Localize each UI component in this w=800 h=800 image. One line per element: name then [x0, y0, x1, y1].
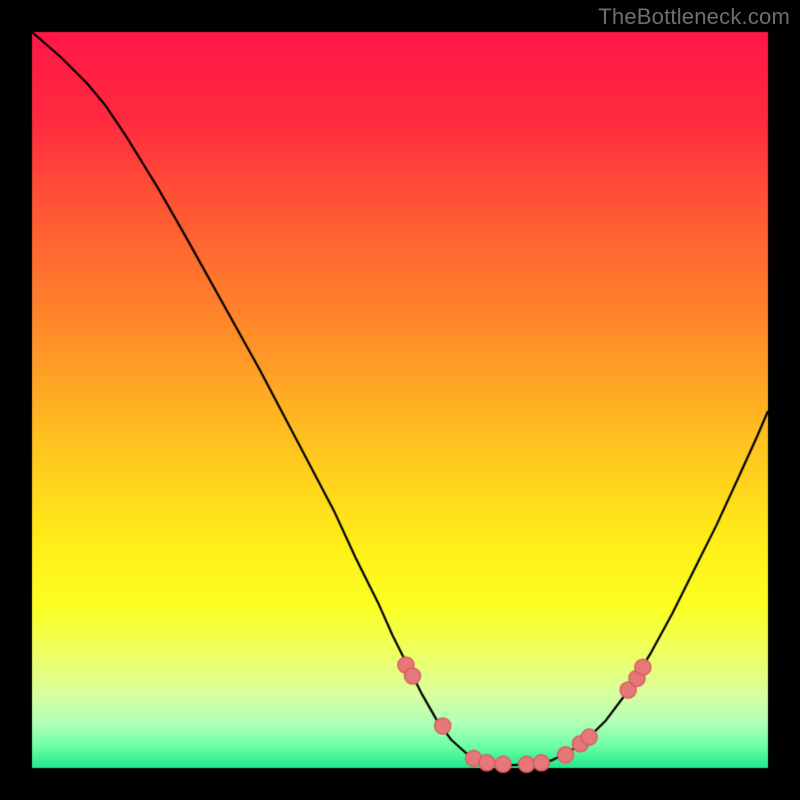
watermark-text: TheBottleneck.com [598, 4, 790, 30]
chart-container: TheBottleneck.com [0, 0, 800, 800]
bottleneck-chart-canvas [0, 0, 800, 800]
